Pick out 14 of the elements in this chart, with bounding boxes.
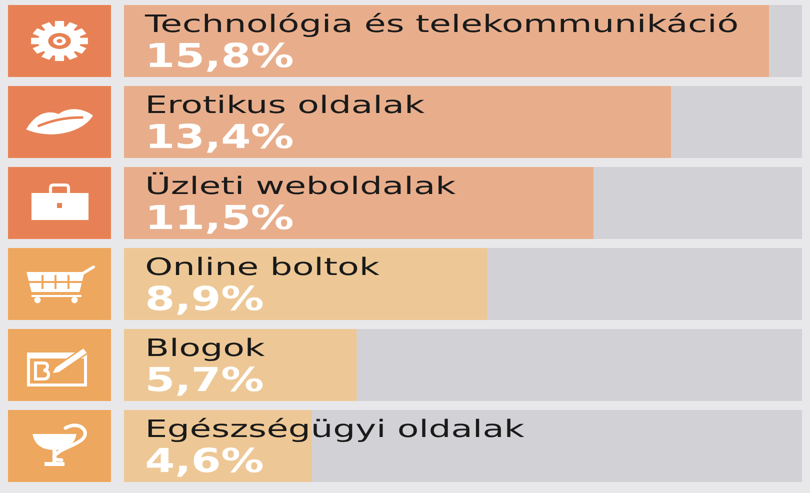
- data-label: 8,9%: [145, 280, 264, 319]
- y-tick-label: Erotikus oldalak: [145, 92, 426, 120]
- data-label: 15,8%: [145, 36, 294, 76]
- data-label: 4,6%: [145, 442, 264, 481]
- bar: [124, 167, 594, 239]
- y-tick-label: Blogok: [145, 334, 266, 362]
- y-tick-label: Technológia és telekommunikáció: [144, 10, 739, 38]
- y-tick-label: Egészségügyi oldalak: [145, 416, 526, 444]
- data-label: 13,4%: [145, 118, 294, 157]
- y-tick-label: Online boltok: [145, 254, 380, 282]
- bar: [124, 86, 672, 158]
- data-label: 5,7%: [145, 360, 264, 400]
- y-tick-label: Üzleti weboldalak: [145, 172, 456, 200]
- data-label: 11,5%: [145, 198, 294, 238]
